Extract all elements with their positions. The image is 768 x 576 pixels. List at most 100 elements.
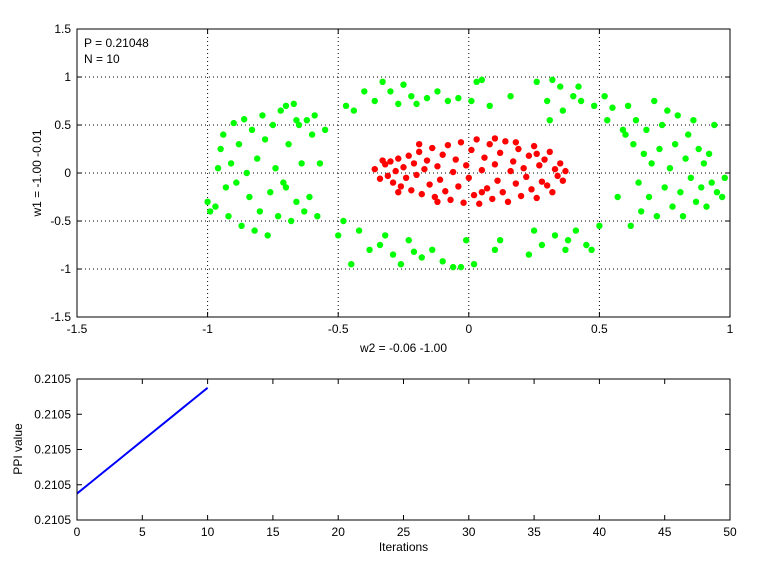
scatter-point	[645, 193, 653, 201]
scatter-point	[486, 102, 493, 110]
scatter-plot-area	[77, 29, 730, 317]
scatter-point	[536, 162, 543, 169]
scatter-point	[703, 203, 710, 210]
scatter-point	[418, 190, 425, 198]
scatter-point	[251, 227, 258, 234]
scatter-point	[233, 179, 240, 186]
scatter-y-tick-label: -1.5	[50, 310, 71, 324]
scatter-point	[457, 263, 465, 271]
scatter-point	[502, 138, 509, 145]
scatter-point	[387, 88, 394, 95]
scatter-point	[444, 97, 452, 105]
scatter-point	[530, 142, 538, 150]
scatter-point	[462, 237, 470, 244]
scatter-point	[648, 160, 655, 167]
scatter-point	[515, 145, 522, 153]
scatter-point	[476, 200, 483, 207]
scatter-point	[227, 160, 235, 167]
scatter-point	[562, 167, 569, 175]
scatter-point	[661, 184, 668, 191]
scatter-point	[400, 81, 407, 88]
scatter-point	[664, 107, 671, 114]
ppi-y-tick-label: 0.2105	[34, 443, 71, 457]
scatter-point	[449, 263, 457, 271]
scatter-point	[397, 183, 405, 190]
scatter-point	[413, 171, 420, 179]
scatter-point	[483, 185, 491, 192]
scatter-point	[207, 208, 214, 215]
scatter-grid	[77, 29, 730, 317]
scatter-point	[486, 141, 493, 148]
ppi-y-tick-label: 0.2105	[34, 513, 71, 527]
scatter-point	[397, 261, 405, 268]
scatter-plot: -1.5 -1 -0.5 0 0.5 1 -1.5 -1 -0.5 0 0.5 1 1.5 P = 0.…	[30, 22, 734, 355]
scatter-point	[588, 246, 595, 253]
scatter-point	[530, 227, 538, 234]
scatter-point	[559, 177, 567, 184]
scatter-point	[671, 141, 679, 148]
scatter-point	[473, 136, 480, 143]
scatter-point	[538, 241, 546, 249]
ppi-line-plot: 0 5 10 15 20 25 30 35 40 45 50 0.2105 0.2105 0.2105 0.…	[11, 372, 737, 554]
scatter-point	[413, 100, 420, 108]
scatter-point	[421, 165, 428, 173]
scatter-point	[533, 150, 540, 157]
scatter-point	[272, 165, 279, 172]
scatter-point	[491, 246, 499, 253]
scatter-y-tick-label: 1	[64, 70, 71, 84]
scatter-point	[546, 148, 553, 156]
scatter-y-tick-label: 1.5	[54, 22, 71, 36]
scatter-point	[669, 203, 676, 210]
scatter-point	[293, 117, 300, 124]
scatter-point	[342, 102, 350, 110]
scatter-point	[455, 183, 462, 190]
scatter-point	[290, 100, 297, 108]
scatter-point	[285, 141, 292, 148]
scatter-point	[395, 189, 402, 196]
scatter-point	[658, 121, 666, 129]
scatter-point	[478, 76, 486, 84]
scatter-point	[423, 94, 431, 102]
scatter-point	[700, 160, 708, 167]
scatter-ticks: -1.5 -1 -0.5 0 0.5 1 -1.5 -1 -0.5 0 0.5 1 1.5	[50, 22, 733, 336]
scatter-point	[630, 141, 637, 148]
scatter-point	[238, 222, 245, 229]
scatter-point	[274, 213, 282, 220]
scatter-point	[423, 157, 431, 164]
scatter-point	[554, 172, 561, 180]
scatter-point	[434, 88, 441, 95]
scatter-point	[269, 121, 277, 129]
scatter-point	[507, 167, 514, 175]
scatter-point	[361, 88, 368, 95]
scatter-point	[635, 179, 642, 186]
scatter-point	[692, 198, 700, 205]
scatter-point	[303, 117, 311, 124]
scatter-point	[559, 107, 567, 114]
scatter-point	[395, 100, 402, 108]
scatter-point	[583, 241, 590, 249]
scatter-point	[491, 135, 499, 142]
scatter-point	[690, 117, 697, 124]
scatter-point	[355, 227, 363, 234]
scatter-point	[376, 175, 384, 182]
scatter-y-tick-label: -1	[60, 262, 71, 276]
annotation-p-value: P = 0.21048	[84, 36, 149, 50]
ppi-x-tick-label: 35	[527, 525, 541, 539]
scatter-point	[632, 117, 640, 124]
scatter-point	[429, 144, 436, 152]
scatter-point	[538, 178, 546, 185]
ppi-y-tick-label: 0.2105	[34, 372, 71, 386]
scatter-point	[256, 208, 264, 215]
scatter-point	[570, 93, 577, 100]
scatter-point	[316, 160, 324, 167]
scatter-point	[627, 222, 634, 229]
scatter-point	[402, 174, 410, 181]
scatter-point	[572, 227, 580, 234]
scatter-point	[217, 145, 224, 153]
scatter-point	[301, 208, 308, 215]
scatter-point	[604, 117, 611, 124]
scatter-point	[462, 162, 470, 169]
scatter-point	[705, 150, 713, 157]
scatter-point	[295, 121, 303, 129]
scatter-point	[590, 102, 598, 110]
